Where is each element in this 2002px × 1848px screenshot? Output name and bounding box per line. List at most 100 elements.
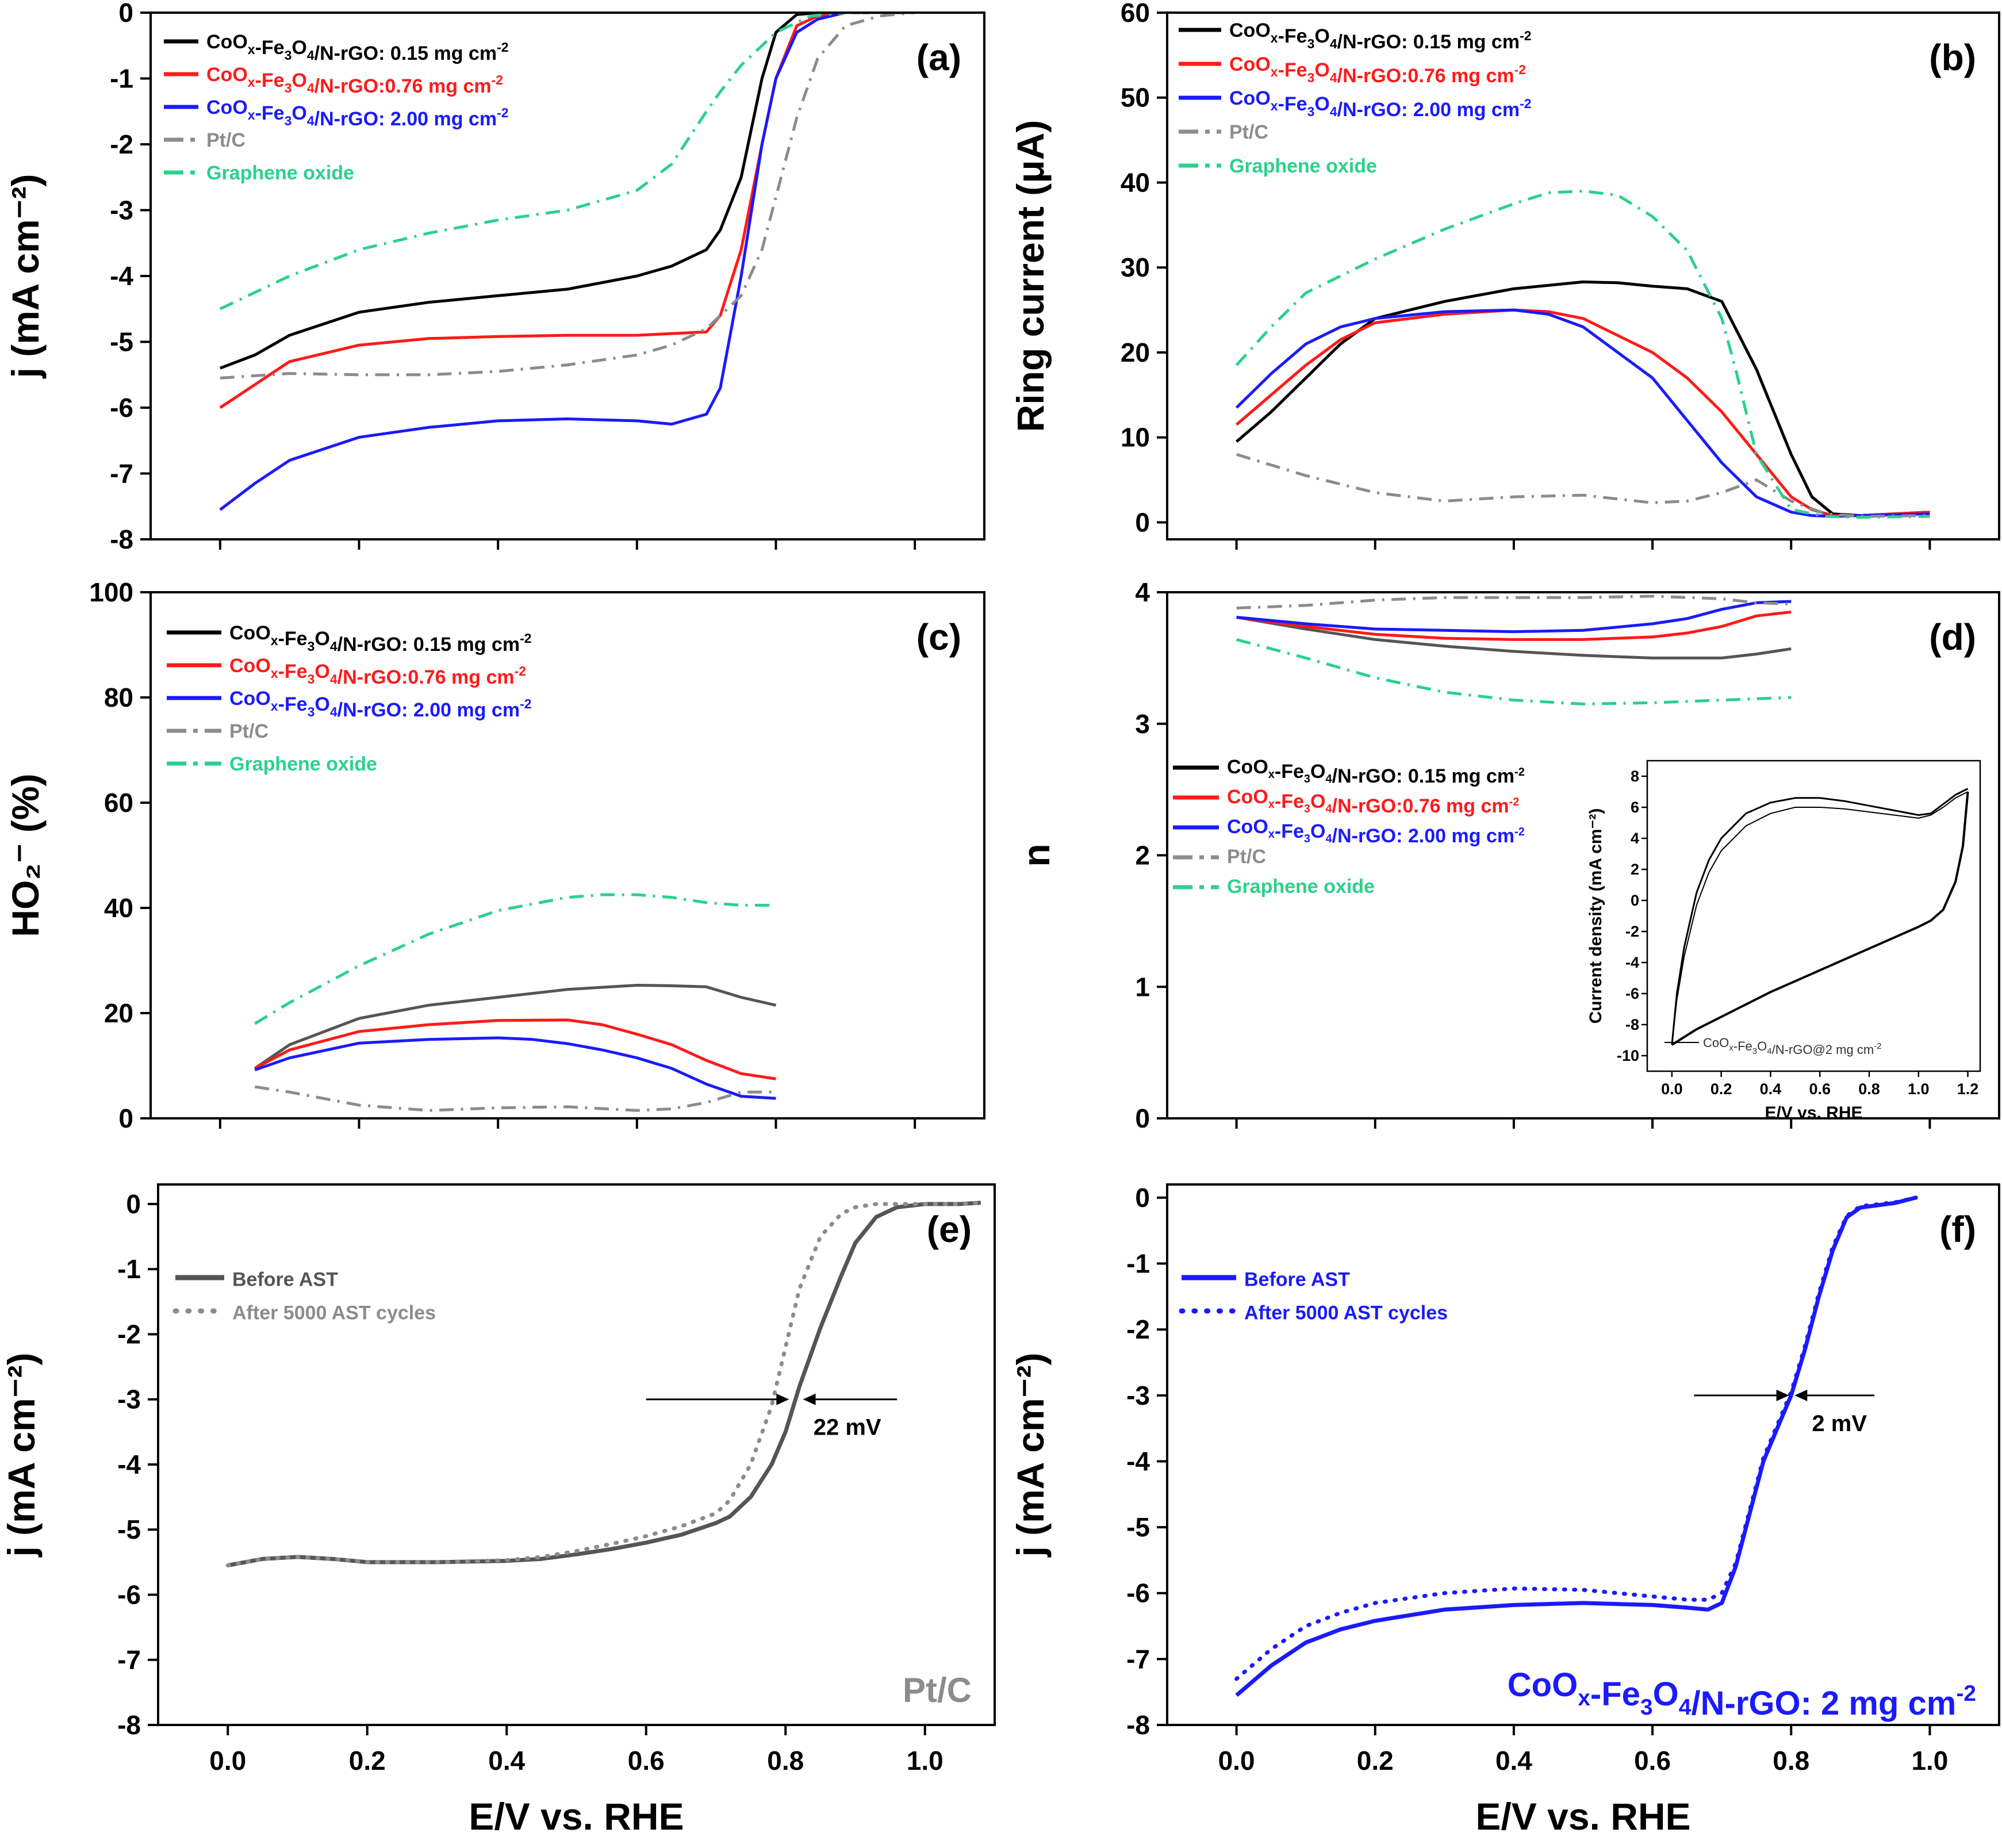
series-line-a-2	[219, 13, 915, 511]
y-tick-label: 3	[1135, 709, 1150, 739]
y-tick-label: -8	[1126, 1710, 1150, 1740]
series-line-f-0	[1235, 1195, 1917, 1697]
series-line-c-1	[254, 1018, 776, 1080]
y-tick-label: -1	[110, 64, 133, 94]
chart-panel-e: 0.0 0.2 0.4 0.6 0.8 1.0 -8 -7 -6 -5 -4 -3 -2 -1 0 j (mA…	[0, 1183, 996, 1838]
y-tick-label: -2	[117, 1319, 141, 1349]
plot-frame-d_inset	[1646, 760, 1981, 1072]
x-tick-label: 0.4	[1760, 1080, 1782, 1098]
series-line-d_inset-0	[1671, 788, 1969, 1045]
y-tick-label: -10	[1617, 1047, 1639, 1064]
series-line-d-2	[1236, 600, 1792, 634]
y-axis-label: j (mA cm⁻²)	[0, 1352, 43, 1558]
arrowhead-icon	[776, 1393, 789, 1405]
x-tick-label: 0.4	[1495, 1746, 1532, 1776]
y-tick-label: -2	[1126, 1314, 1150, 1344]
y-tick-label: 0	[1135, 507, 1150, 537]
x-tick-label: 0.2	[1710, 1080, 1732, 1098]
sample-label: CoOx-Fe3O4/N-rGO: 2 mg cm-2	[1508, 1666, 1976, 1722]
plot-frame-e	[157, 1183, 996, 1726]
y-tick-label: -7	[1126, 1644, 1150, 1674]
x-tick-label: 0.8	[767, 1746, 804, 1776]
shift-annotation: 22 mV	[814, 1415, 881, 1440]
series-line-c-0	[254, 984, 777, 1070]
y-tick-label: 0	[1631, 892, 1639, 909]
plot-frame-c	[149, 591, 985, 1119]
y-tick-label: -6	[110, 393, 133, 423]
y-axis-label: j (mA cm⁻²)	[4, 174, 47, 379]
y-tick-label: 0	[118, 0, 133, 28]
legend-label: CoOx-Fe3O4/N-rGO: 2.00 mg cm-2	[206, 97, 509, 130]
series-line-f-1	[1234, 1195, 1918, 1681]
y-tick-label: 80	[104, 683, 133, 712]
y-tick-label: 6	[1631, 799, 1639, 816]
y-tick-label: -8	[117, 1710, 141, 1740]
y-tick-label: 50	[1121, 83, 1150, 113]
arrowhead-icon	[1794, 1389, 1808, 1401]
series-line-c-2	[254, 1036, 776, 1100]
y-axis-label: n	[1015, 844, 1057, 867]
legend-label: Graphene oxide	[1227, 876, 1375, 898]
y-tick-label: -3	[110, 195, 133, 225]
y-axis-label: j (mA cm⁻²)	[1009, 1352, 1052, 1558]
panel-label: (b)	[1929, 37, 1976, 78]
legend-label: CoOx-Fe3O4/N-rGO: 0.15 mg cm-2	[206, 31, 509, 64]
y-tick-label: -6	[117, 1579, 141, 1609]
panel-label: (c)	[916, 616, 961, 658]
y-tick-label: 0	[1135, 1103, 1150, 1133]
series-line-c-4	[254, 893, 776, 1025]
chart-panel-c: 0 20 40 60 80 100 HO₂⁻ (%) (c) CoOx-Fe3O4/N-rGO:…	[4, 577, 985, 1133]
series-line-a-0	[219, 13, 915, 370]
legend-label: Graphene oxide	[229, 753, 377, 775]
legend-label: CoOx-Fe3O4/N-rGO:0.76 mg cm-2	[229, 655, 526, 688]
x-axis-label: E/V vs. RHE	[469, 1795, 684, 1838]
series-line-b-4	[1235, 189, 1930, 519]
legend-label: Pt/C	[1227, 846, 1266, 868]
series-line-e-1	[225, 1201, 983, 1567]
legend-label: CoOx-Fe3O4/N-rGO: 0.15 mg cm-2	[1229, 20, 1532, 53]
legend-label: Pt/C	[229, 720, 269, 742]
x-tick-label: 0.0	[1661, 1080, 1683, 1098]
inset-background	[1646, 760, 1981, 1072]
legend-label: CoOx-Fe3O4/N-rGO:0.76 mg cm-2	[1227, 786, 1519, 817]
y-tick-label: -6	[1625, 985, 1639, 1002]
series-line-d-4	[1236, 638, 1792, 706]
series-line-a-1	[219, 13, 915, 409]
y-tick-label: -5	[110, 327, 133, 357]
y-tick-label: -4	[1625, 954, 1639, 971]
series-line-a-4	[219, 13, 915, 310]
y-tick-label: -3	[117, 1385, 141, 1414]
x-axis-label: E/V vs. RHE	[1475, 1795, 1690, 1838]
sample-label: Pt/C	[903, 1671, 972, 1709]
y-tick-label: 100	[89, 577, 133, 607]
y-tick-label: -2	[1625, 923, 1639, 940]
chart-panel-a: -8 -7 -6 -5 -4 -3 -2 -1 0 j (mA cm⁻²) (a) CoOx-Fe3O…	[4, 0, 985, 554]
y-tick-label: -7	[110, 459, 133, 489]
x-tick-label: 0.2	[1357, 1746, 1394, 1776]
y-tick-label: -7	[117, 1645, 141, 1675]
series-line-e-0	[227, 1201, 981, 1567]
y-tick-label: -8	[110, 524, 133, 554]
x-tick-label: 0.6	[1809, 1080, 1831, 1098]
legend-label: Graphene oxide	[206, 162, 354, 184]
y-tick-label: 40	[104, 893, 133, 923]
legend-label: CoOx-Fe3O4/N-rGO: 2.00 mg cm-2	[1227, 816, 1525, 847]
arrowhead-icon	[1776, 1389, 1789, 1401]
y-tick-label: -4	[117, 1450, 141, 1479]
y-tick-label: 2	[1135, 841, 1150, 871]
legend-label: CoOx-Fe3O4/N-rGO: 2.00 mg cm-2	[229, 688, 532, 721]
y-tick-label: 0	[126, 1189, 141, 1219]
y-tick-label: 20	[104, 998, 133, 1028]
y-tick-label: 40	[1121, 167, 1150, 197]
x-tick-label: 0.0	[209, 1746, 246, 1776]
panel-label: (d)	[1929, 616, 1976, 658]
legend-label: After 5000 AST cycles	[1244, 1302, 1448, 1324]
legend-label: Graphene oxide	[1229, 155, 1377, 177]
legend-label: Pt/C	[1229, 121, 1268, 143]
arrowhead-icon	[803, 1393, 816, 1405]
plot-frame-f	[1166, 1183, 2000, 1726]
y-tick-label: 4	[1135, 577, 1150, 607]
x-tick-label: 0.8	[1773, 1746, 1809, 1776]
series-line-d_inset-2	[1671, 791, 1969, 1046]
